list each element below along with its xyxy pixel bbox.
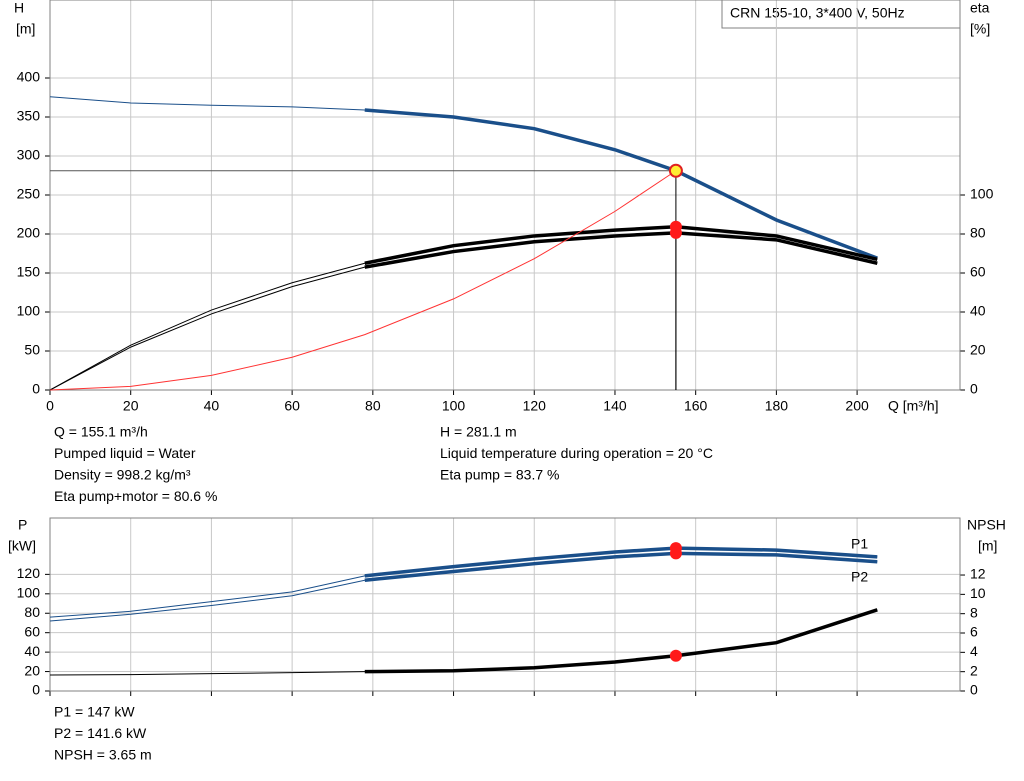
x-tick-label: 120 [523,398,547,414]
y-unit: [kW] [8,538,36,554]
y2-tick-label: 8 [970,604,978,620]
curve [49,552,878,622]
info-text: Pumped liquid = Water [54,445,196,461]
info-text: Density = 998.2 kg/m³ [54,467,191,483]
x-tick-label: 60 [284,398,300,414]
x-tick-label: 80 [365,398,381,414]
y-tick-label: 250 [17,186,41,202]
info-text: Q = 155.1 m³/h [54,424,148,440]
curve-thick [364,225,878,265]
y2-tick-label: 0 [970,381,978,397]
y-tick-label: 50 [24,342,40,358]
plot-frame [49,0,961,391]
x-tick-label: 0 [46,398,54,414]
y-label: P [18,517,27,533]
duty-point [669,649,682,662]
y2-tick-label: 80 [970,225,986,241]
x-tick-label: 100 [442,398,466,414]
y-tick-label: 150 [17,264,41,280]
y-tick-label: 300 [17,147,41,163]
operating-point [668,163,683,178]
y2-tick-label: 40 [970,303,986,319]
curve-thick [364,551,878,582]
x-tick-label: 160 [684,398,708,414]
y2-unit: [m] [978,538,997,554]
info-text: P1 = 147 kW [54,704,135,720]
y2-tick-label: 20 [970,342,986,358]
duty-point [669,547,682,560]
y-label: H [14,0,24,16]
x-tick-label: 140 [603,398,627,414]
y2-tick-label: 2 [970,662,978,678]
y-tick-label: 0 [32,381,40,397]
y2-tick-label: 4 [970,643,978,659]
y-unit: [m] [16,21,35,37]
x-label: Q [m³/h] [888,398,939,414]
y-tick-label: 350 [17,108,41,124]
x-tick-label: 20 [123,398,139,414]
y2-label: eta [970,0,990,16]
plot-frame [49,517,961,692]
y2-tick-label: 12 [970,566,986,582]
info-text: P2 = 141.6 kW [54,725,147,741]
info-text: NPSH = 3.65 m [54,747,152,763]
curve [49,609,878,676]
y2-tick-label: 0 [970,682,978,698]
y2-label: NPSH [967,517,1006,533]
info-text: H = 281.1 m [440,424,517,440]
y-tick-label: 60 [24,623,40,639]
curve [49,170,677,391]
duty-point [669,226,682,239]
info-text: Liquid temperature during operation = 20… [440,445,713,461]
curve-thick [364,108,878,260]
x-tick-label: 40 [204,398,220,414]
x-tick-label: 200 [845,398,869,414]
y-tick-label: 100 [17,303,41,319]
y2-tick-label: 10 [970,585,986,601]
series-label: P1 [851,536,868,552]
title: CRN 155-10, 3*400 V, 50Hz [730,5,905,21]
y-tick-label: 200 [17,225,41,241]
y-tick-label: 120 [17,565,41,581]
curve [49,547,878,618]
curve-thick [364,608,878,674]
y-tick-label: 20 [24,662,40,678]
title-box [721,0,961,29]
curve-thick [364,231,878,269]
y-tick-label: 40 [24,643,40,659]
curve [49,232,878,391]
y2-tick-label: 60 [970,264,986,280]
x-tick-label: 180 [765,398,789,414]
info-text: Eta pump = 83.7 % [440,467,559,483]
y2-unit: [%] [970,21,990,37]
info-text: Eta pump+motor = 80.6 % [54,488,217,504]
curve-thick [364,546,878,578]
series-label: P2 [851,568,868,584]
y-tick-label: 80 [24,604,40,620]
y-tick-label: 0 [32,682,40,698]
y2-tick-label: 100 [970,186,994,202]
y-tick-label: 400 [17,69,41,85]
y-tick-label: 100 [17,585,41,601]
y2-tick-label: 6 [970,624,978,640]
